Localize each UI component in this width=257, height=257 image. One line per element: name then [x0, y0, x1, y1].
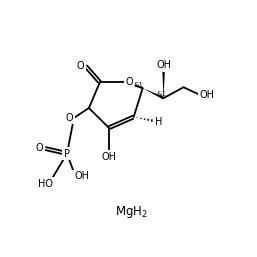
- Polygon shape: [162, 70, 165, 98]
- Text: HO: HO: [38, 179, 53, 189]
- Text: OH: OH: [199, 90, 215, 100]
- Text: OH: OH: [102, 151, 117, 161]
- Text: MgH$_2$: MgH$_2$: [115, 204, 148, 220]
- Text: OH: OH: [74, 171, 89, 181]
- Text: &1: &1: [157, 91, 167, 97]
- Text: O: O: [66, 113, 74, 123]
- Text: OH: OH: [157, 60, 172, 70]
- Text: P: P: [64, 149, 70, 159]
- Text: &1: &1: [134, 82, 144, 88]
- Text: O: O: [35, 143, 43, 153]
- Text: O: O: [125, 77, 133, 87]
- Text: O: O: [77, 61, 84, 71]
- Text: H: H: [154, 117, 162, 127]
- Polygon shape: [143, 88, 164, 99]
